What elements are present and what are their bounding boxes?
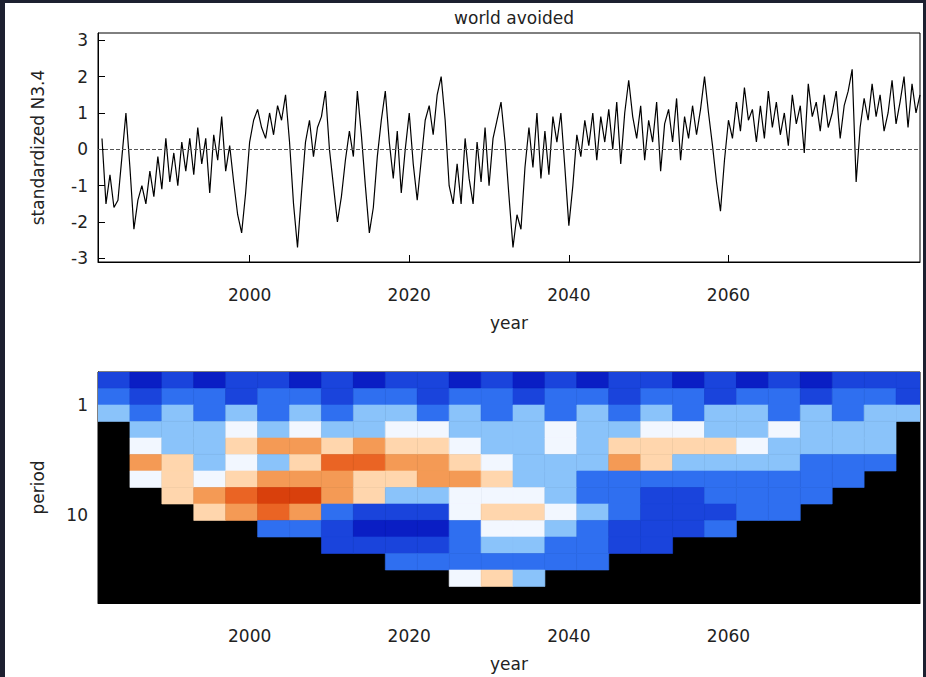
- svg-text:world avoided: world avoided: [454, 8, 574, 28]
- svg-text:year: year: [490, 654, 528, 674]
- svg-text:2020: 2020: [388, 285, 431, 305]
- svg-text:2000: 2000: [228, 285, 271, 305]
- svg-text:-1: -1: [71, 176, 88, 196]
- svg-text:standardized N3.4: standardized N3.4: [28, 70, 48, 225]
- svg-text:1: 1: [77, 103, 88, 123]
- svg-text:2060: 2060: [707, 285, 750, 305]
- svg-text:2000: 2000: [228, 626, 271, 646]
- svg-text:0: 0: [77, 139, 88, 159]
- svg-text:10: 10: [66, 505, 88, 525]
- svg-text:-2: -2: [71, 212, 88, 232]
- svg-text:2040: 2040: [547, 285, 590, 305]
- svg-text:2020: 2020: [388, 626, 431, 646]
- svg-text:2060: 2060: [707, 626, 750, 646]
- svg-text:1: 1: [77, 395, 88, 415]
- svg-text:-3: -3: [71, 248, 88, 268]
- svg-text:2: 2: [77, 67, 88, 87]
- svg-text:year: year: [490, 313, 528, 333]
- svg-text:2040: 2040: [547, 626, 590, 646]
- svg-text:3: 3: [77, 30, 88, 50]
- svg-text:period: period: [28, 460, 48, 514]
